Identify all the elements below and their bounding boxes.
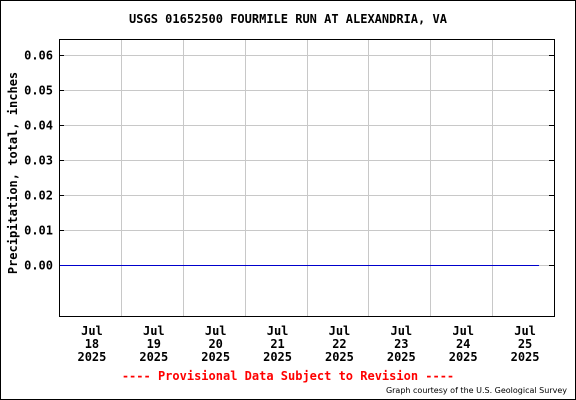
x-tick-label: 20 [208,337,222,351]
x-tick-label: Jul [514,324,536,338]
x-tick-label: Jul [143,324,165,338]
x-tick-label: 22 [332,337,346,351]
y-tick-label: 0.06 [24,49,53,63]
x-tick-label: 19 [147,337,161,351]
x-tick-label: 2025 [263,350,292,364]
x-tick-label: 2025 [387,350,416,364]
y-tick-label: 0.02 [24,189,53,203]
y-tick-label: 0.03 [24,154,53,168]
x-tick-label: 2025 [77,350,106,364]
x-tick-label: 2025 [511,350,540,364]
x-tick-label: 2025 [325,350,354,364]
x-tick-label: Jul [329,324,351,338]
x-tick-label: 23 [394,337,408,351]
x-tick-label: Jul [267,324,289,338]
x-tick-label: Jul [81,324,103,338]
x-tick-label: 2025 [139,350,168,364]
x-tick-label: 21 [270,337,284,351]
y-tick-label: 0.00 [24,259,53,273]
y-tick-label: 0.05 [24,84,53,98]
y-tick-label: 0.01 [24,224,53,238]
x-tick-label: 2025 [201,350,230,364]
provisional-notice: ---- Provisional Data Subject to Revisio… [121,369,455,383]
x-tick-label: 25 [518,337,532,351]
x-tick-label: Jul [390,324,412,338]
x-tick-label: 24 [456,337,470,351]
x-tick-label: 18 [85,337,99,351]
y-tick-label: 0.04 [24,119,53,133]
x-tick-label: 2025 [449,350,478,364]
chart-title: USGS 01652500 FOURMILE RUN AT ALEXANDRIA… [129,12,447,26]
plot-border [59,39,555,317]
credit-note: Graph courtesy of the U.S. Geological Su… [385,386,567,395]
x-tick-label: Jul [205,324,227,338]
x-tick-label: Jul [452,324,474,338]
